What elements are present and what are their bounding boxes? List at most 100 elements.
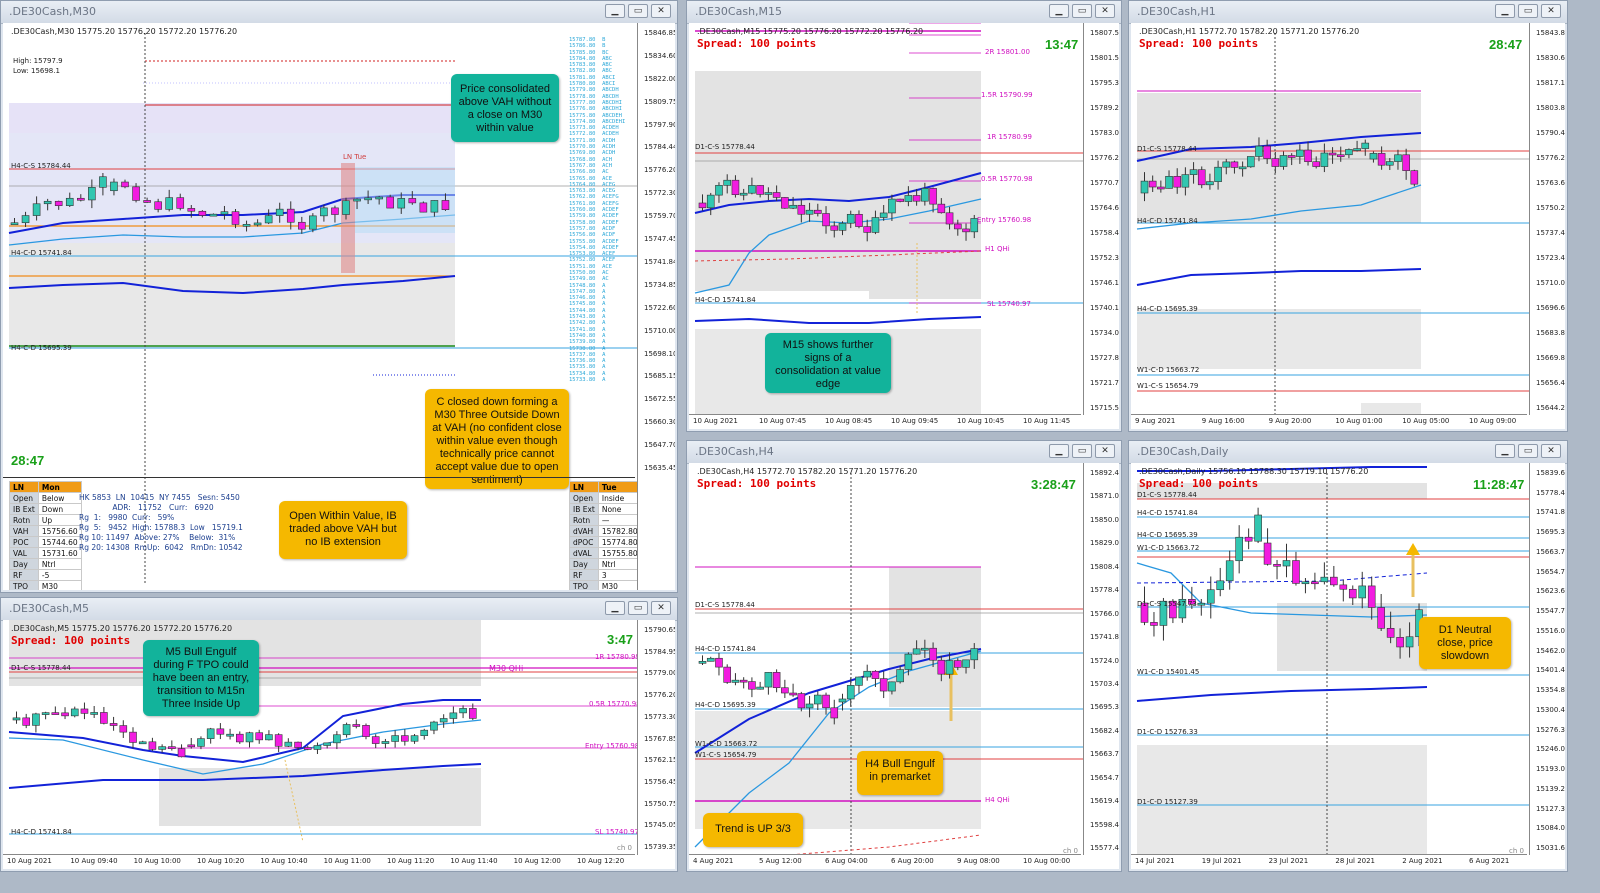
time-tick: 6 Aug 20:00 (891, 857, 934, 865)
low-label: Low: 15698.1 (13, 67, 60, 75)
minimize-button[interactable]: ▁ (1049, 444, 1069, 458)
title-bar[interactable]: .DE30Cash,H4 ▁ ▭ ✕ (687, 441, 1121, 464)
chart-plot-area[interactable]: .DE30Cash,H4 15772.70 15782.20 15771.20 … (689, 463, 1119, 869)
price-tick: 15734.85 (644, 280, 675, 289)
candle-body (822, 694, 830, 709)
candle-body (781, 197, 789, 209)
level-label: 0.5R 15770.98 (981, 175, 1033, 183)
symbol-info: .DE30Cash,H4 15772.70 15782.20 15771.20 … (697, 467, 918, 476)
price-tick: 15723.40 (1536, 254, 1565, 262)
time-axis[interactable]: 14 Jul 2021 19 Jul 2021 23 Jul 2021 28 Jul … (1131, 854, 1527, 869)
close-button[interactable]: ✕ (1541, 444, 1561, 458)
table-cell: Inside (597, 492, 642, 504)
time-tick: 10 Aug 09:00 (1469, 417, 1517, 425)
minimize-button[interactable]: ▁ (1495, 444, 1515, 458)
chart-window-h4[interactable]: .DE30Cash,H4 ▁ ▭ ✕ .DE30Cash,H4 15772.70 1… (686, 440, 1122, 872)
candle-body (303, 747, 312, 750)
close-button[interactable]: ✕ (651, 601, 671, 615)
minimize-button[interactable]: ▁ (1049, 4, 1069, 18)
candle-body (1206, 181, 1214, 186)
chart-plot-area[interactable]: .DE30Cash,M15 15775.20 15776.20 15772.20… (689, 23, 1119, 429)
price-axis[interactable]: 15807.55 15801.50 15795.35 15789.20 15783.05… (1083, 23, 1119, 415)
chart-plot-area[interactable]: .DE30Cash,M5 15775.20 15776.20 15772.20 … (3, 620, 675, 869)
m15-chart-canvas (694, 23, 1083, 419)
title-bar[interactable]: .DE30Cash,H1 ▁ ▭ ✕ (1129, 1, 1567, 24)
candle-body (65, 197, 74, 206)
table-cell: 15782.80 (597, 525, 642, 537)
price-axis[interactable]: 15846.85 15834.60 15822.00 15809.75 15797.90… (637, 23, 675, 590)
price-tick: 15784.44 (644, 143, 675, 152)
price-tick: 15695.39 (1090, 703, 1119, 712)
chart-window-daily[interactable]: .DE30Cash,Daily ▁ ▭ ✕ .DE30Cash,Daily (1128, 440, 1568, 872)
price-axis[interactable]: 15790.65 15784.95 15779.00 15776.20 15773.30… (637, 620, 675, 855)
candle-body (138, 741, 147, 745)
title-bar[interactable]: .DE30Cash,Daily ▁ ▭ ✕ (1129, 441, 1567, 464)
minimize-button[interactable]: ▁ (1495, 4, 1515, 18)
level-label: D1-C-S 15547.73 (1137, 600, 1197, 608)
close-button[interactable]: ✕ (651, 4, 671, 18)
maximize-button[interactable]: ▭ (1518, 444, 1538, 458)
price-tick: 15740.10 (1090, 304, 1119, 312)
price-tick: 15745.05 (644, 821, 675, 830)
candle-body (1206, 589, 1215, 604)
minimize-button[interactable]: ▁ (605, 4, 625, 18)
chart-plot-area[interactable]: .DE30Cash,Daily 15756.10 15788.30 15719.… (1131, 463, 1565, 869)
candle-body (119, 725, 128, 733)
close-button[interactable]: ✕ (1095, 4, 1115, 18)
candle-body (1385, 161, 1394, 166)
price-axis[interactable]: 15892.40 15871.00 15850.00 15829.00 15808.40… (1083, 463, 1119, 855)
time-tick: 6 Aug 04:00 (825, 857, 868, 865)
chart-window-m5[interactable]: .DE30Cash,M5 ▁ ▭ ✕ .DE30Cash,M5 15775.20 1… (0, 597, 678, 872)
close-button[interactable]: ✕ (1541, 4, 1561, 18)
maximize-button[interactable]: ▭ (1072, 4, 1092, 18)
chart-window-h1[interactable]: .DE30Cash,H1 ▁ ▭ ✕ .DE30Cash,H1 15772.70 1… (1128, 0, 1568, 432)
minimize-button[interactable]: ▁ (605, 601, 625, 615)
table-cell: RF (569, 569, 599, 581)
price-tick: 15739.35 (644, 843, 675, 851)
maximize-button[interactable]: ▭ (628, 601, 648, 615)
time-axis[interactable]: 9 Aug 2021 9 Aug 16:00 9 Aug 20:00 10 Aug 0… (1131, 414, 1527, 429)
window-title: .DE30Cash,H4 (695, 445, 774, 458)
price-tick: 15843.80 (1536, 29, 1565, 37)
chart-window-m30[interactable]: .DE30Cash,M30 ▁ ▭ ✕ (0, 0, 678, 593)
chart-window-m15[interactable]: .DE30Cash,M15 ▁ ▭ ✕ .DE3 (686, 0, 1122, 432)
time-axis[interactable]: 10 Aug 2021 10 Aug 07:45 10 Aug 08:45 10 Au… (689, 414, 1081, 429)
candle-body (1273, 563, 1281, 567)
candle-body (715, 185, 723, 196)
close-button[interactable]: ✕ (1095, 444, 1115, 458)
maximize-button[interactable]: ▭ (628, 4, 648, 18)
level-label: H1 QHi (985, 245, 1010, 253)
candle-body (80, 708, 89, 714)
maximize-button[interactable]: ▭ (1518, 4, 1538, 18)
level-label: 1R 15780.99 (987, 133, 1032, 141)
price-tick: 15682.40 (1090, 726, 1119, 735)
price-tick: 15577.40 (1090, 844, 1119, 852)
price-tick: 15829.00 (1090, 539, 1119, 548)
candle-timer: 28:47 (11, 453, 45, 468)
price-axis[interactable]: 15839.60 15778.44 15741.84 15695.39 15663.72… (1529, 463, 1565, 855)
chart-plot-area[interactable]: .DE30Cash,H1 15772.70 15782.20 15771.20 … (1131, 23, 1565, 429)
chart-plot-area[interactable]: .DE30Cash,M30 15775.20 15776.20 15772.20… (3, 23, 675, 590)
candle-body (1255, 145, 1263, 157)
candle-body (1336, 154, 1345, 158)
candle-body (731, 179, 740, 195)
price-tick: 15807.55 (1090, 29, 1119, 37)
price-tick: 15772.30 (644, 189, 675, 198)
time-tick: 10 Aug 2021 (693, 417, 738, 425)
price-tick: 15752.30 (1090, 254, 1119, 262)
level-label: H4-C-D 15741.84 (11, 828, 72, 836)
price-axis[interactable]: 15843.80 15830.65 15817.10 15803.80 15790.40… (1529, 23, 1565, 415)
maximize-button[interactable]: ▭ (1072, 444, 1092, 458)
title-bar[interactable]: .DE30Cash,M30 ▁ ▭ ✕ (1, 1, 677, 24)
candle-body (1282, 560, 1291, 567)
candle-body (1287, 155, 1296, 158)
candle-body (21, 215, 30, 224)
time-axis[interactable]: 10 Aug 2021 10 Aug 09:40 10 Aug 10:00 10 Au… (3, 854, 635, 869)
annotation-note: H4 Bull Engulf in premarket (857, 751, 943, 795)
title-bar[interactable]: .DE30Cash,M15 ▁ ▭ ✕ (687, 1, 1121, 24)
time-axis[interactable]: 4 Aug 2021 5 Aug 12:00 6 Aug 04:00 6 Aug 20… (689, 854, 1081, 869)
price-tick: 15850.00 (1090, 515, 1119, 524)
title-bar[interactable]: .DE30Cash,M5 ▁ ▭ ✕ (1, 598, 677, 621)
candle-body (706, 657, 715, 662)
candle-body (333, 734, 341, 744)
